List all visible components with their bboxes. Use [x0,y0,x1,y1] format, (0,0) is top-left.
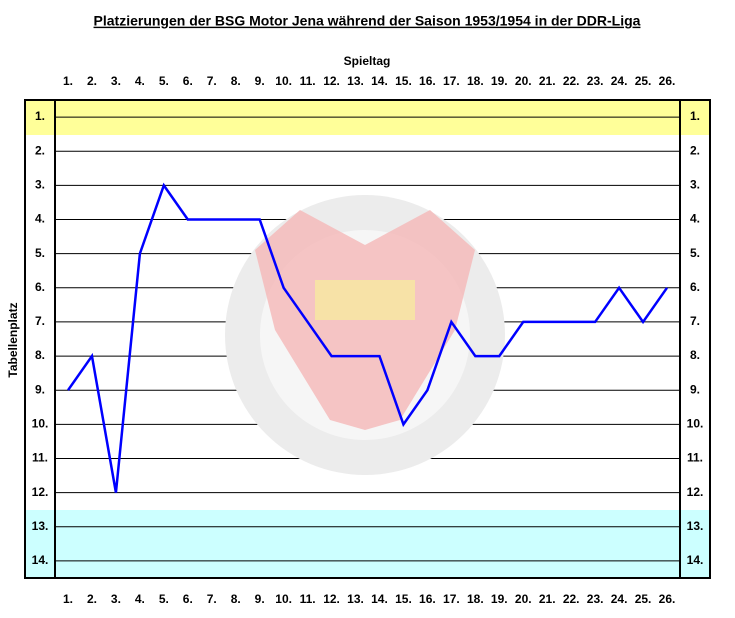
data-line [66,182,669,493]
x-tick-label: 17. [443,74,460,88]
x-tick-label: 4. [135,74,145,88]
y-tick-label: 7. [35,314,45,328]
y-tick-label: 2. [690,143,700,157]
y-tick-label: 9. [690,382,700,396]
y-tick-label: 14. [32,553,49,567]
y-tick-label: 3. [35,178,45,192]
y-tick-label: 6. [690,280,700,294]
x-tick-label: 6. [183,74,193,88]
y-tick-label: 8. [690,348,700,362]
y-tick-label: 5. [35,246,45,260]
x-tick-label: 15. [395,592,412,606]
x-tick-label: 10. [275,74,292,88]
x-tick-label: 8. [231,74,241,88]
y-tick-label: 12. [687,485,704,499]
x-tick-label: 17. [443,592,460,606]
x-tick-label: 14. [371,74,388,88]
x-tick-label: 16. [419,592,436,606]
x-tick-label: 26. [659,74,676,88]
y-tick-label: 9. [35,382,45,396]
x-tick-label: 2. [87,592,97,606]
x-tick-label: 24. [611,74,628,88]
x-tick-label: 22. [563,592,580,606]
y-tick-label: 14. [687,553,704,567]
y-tick-label: 13. [687,519,704,533]
x-tick-label: 19. [491,74,508,88]
x-tick-label: 18. [467,74,484,88]
x-tick-label: 3. [111,74,121,88]
y-tick-label: 1. [35,109,45,123]
y-tick-label: 8. [35,348,45,362]
x-tick-label: 10. [275,592,292,606]
x-tick-label: 14. [371,592,388,606]
y-tick-label: 1. [690,109,700,123]
y-tick-label: 6. [35,280,45,294]
y-tick-label: 5. [690,246,700,260]
x-tick-label: 5. [159,592,169,606]
x-tick-label: 26. [659,592,676,606]
x-tick-label: 20. [515,592,532,606]
x-tick-label: 2. [87,74,97,88]
x-tick-label: 6. [183,592,193,606]
x-tick-label: 24. [611,592,628,606]
x-tick-label: 13. [347,74,364,88]
y-tick-label: 13. [32,519,49,533]
y-tick-label: 4. [690,212,700,226]
x-tick-label: 5. [159,74,169,88]
y-tick-label: 11. [687,451,703,465]
y-tick-label: 12. [32,485,49,499]
x-tick-label: 15. [395,74,412,88]
x-tick-label: 1. [63,74,73,88]
x-tick-label: 23. [587,592,604,606]
background-logo [225,195,505,475]
y-tick-label: 2. [35,143,45,157]
x-tick-label: 12. [323,74,340,88]
x-axis-label: Spieltag [344,54,391,68]
x-tick-label: 9. [255,592,265,606]
x-tick-label: 1. [63,592,73,606]
plot-frame [24,99,711,579]
y-tick-label: 10. [32,417,49,431]
x-tick-label: 9. [255,74,265,88]
y-tick-label: 11. [32,451,48,465]
y-axis-label: Tabellenplatz [6,302,20,377]
x-tick-label: 21. [539,592,556,606]
x-tick-label: 12. [323,592,340,606]
x-tick-label: 11. [300,592,316,606]
y-tick-label: 4. [35,212,45,226]
x-tick-label: 7. [207,592,217,606]
x-tick-label: 23. [587,74,604,88]
x-tick-label: 8. [231,592,241,606]
y-tick-label: 3. [690,178,700,192]
x-tick-label: 20. [515,74,532,88]
y-tick-label: 7. [690,314,700,328]
x-tick-label: 18. [467,592,484,606]
y-tick-label: 10. [687,417,704,431]
x-tick-label: 25. [635,74,652,88]
x-tick-label: 16. [419,74,436,88]
x-tick-label: 4. [135,592,145,606]
x-tick-label: 21. [539,74,556,88]
x-tick-label: 3. [111,592,121,606]
x-tick-label: 19. [491,592,508,606]
x-tick-label: 22. [563,74,580,88]
chart-title: Platzierungen der BSG Motor Jena während… [94,13,641,29]
x-tick-label: 13. [347,592,364,606]
relegation-zone [25,510,710,578]
x-tick-label: 11. [300,74,316,88]
x-tick-label: 25. [635,592,652,606]
x-tick-label: 7. [207,74,217,88]
